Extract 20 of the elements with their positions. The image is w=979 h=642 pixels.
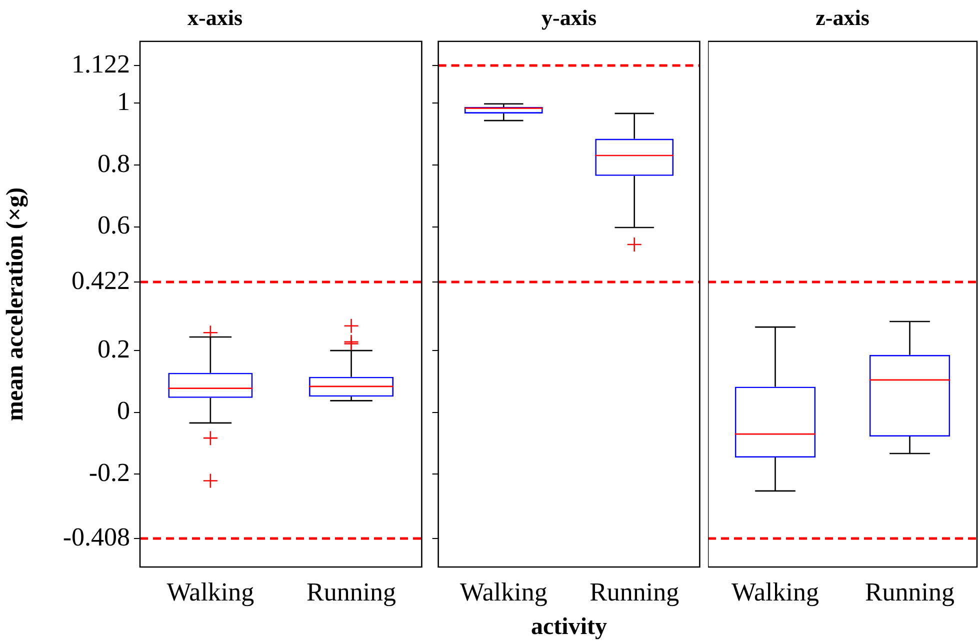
- y-tick-label: 1: [117, 87, 130, 116]
- y-tick-label: 0.8: [98, 148, 130, 178]
- x-tick-label: Running: [864, 577, 955, 606]
- y-tick-label: 0.6: [98, 210, 130, 240]
- chart-title: y-axis: [542, 4, 597, 30]
- x-tick-label: Walking: [732, 577, 819, 606]
- x-tick-label: Running: [306, 577, 396, 606]
- x-tick-label: Running: [590, 577, 680, 606]
- y-tick-label: 0.2: [98, 334, 130, 364]
- y-tick-label: -0.408: [62, 522, 130, 552]
- y-axis-title: mean acceleration (×g): [2, 187, 29, 421]
- x-tick-label: Walking: [460, 577, 548, 606]
- y-tick-label: 1.122: [72, 49, 130, 78]
- y-tick-label: -0.2: [88, 458, 130, 488]
- x-axis-title: activity: [531, 614, 607, 640]
- y-tick-label: 0: [117, 396, 130, 426]
- chart-title: z-axis: [816, 4, 870, 30]
- y-tick-label: 0.422: [72, 266, 130, 295]
- x-tick-label: Walking: [166, 577, 254, 606]
- chart-title: x-axis: [188, 4, 243, 30]
